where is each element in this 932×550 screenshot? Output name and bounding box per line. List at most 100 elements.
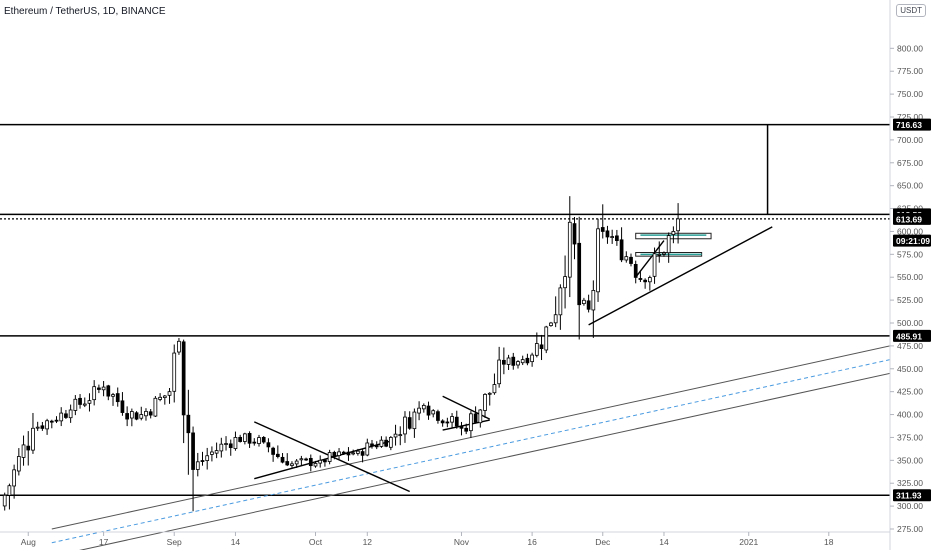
- candle-body: [473, 413, 478, 423]
- candle: [261, 436, 266, 444]
- candle-body: [68, 409, 73, 419]
- candle: [186, 389, 191, 475]
- candle: [224, 436, 228, 451]
- candle: [544, 325, 549, 354]
- candle: [7, 483, 12, 510]
- candle: [412, 408, 417, 438]
- candle: [657, 241, 662, 263]
- candle: [440, 419, 445, 427]
- candle: [144, 408, 148, 421]
- candle-body: [676, 218, 680, 232]
- price-tick-label: 725.00: [897, 112, 923, 122]
- candle: [596, 218, 600, 302]
- candle-body: [567, 221, 572, 278]
- candle: [629, 253, 633, 267]
- candle-body: [158, 396, 162, 400]
- candle: [45, 418, 49, 435]
- candle-body: [111, 394, 115, 397]
- candle: [346, 447, 351, 461]
- countdown-label: 09:21:09: [896, 236, 930, 246]
- candle: [158, 393, 162, 402]
- price-tick-label: 675.00: [897, 158, 923, 168]
- time-tick-label: 16: [527, 537, 537, 547]
- candle-body: [247, 433, 252, 444]
- candle-body: [647, 277, 652, 283]
- candle: [139, 406, 144, 421]
- candle-body: [506, 357, 511, 365]
- price-tick-label: 600.00: [897, 226, 923, 236]
- candle: [374, 441, 379, 450]
- candle: [167, 387, 172, 404]
- price-tick-label: 375.00: [897, 432, 923, 442]
- level-price-label-bg: [893, 329, 931, 342]
- candle: [591, 280, 596, 338]
- candle-body: [233, 437, 238, 449]
- candle: [676, 203, 680, 244]
- candle-body: [407, 417, 412, 429]
- candle: [64, 409, 68, 419]
- candle-body: [553, 314, 558, 324]
- candle: [228, 439, 233, 456]
- candle: [214, 442, 219, 459]
- candle-body: [346, 451, 351, 456]
- candle: [407, 411, 412, 430]
- candle-body: [577, 242, 582, 306]
- level-price-label: 311.93: [896, 491, 922, 501]
- time-tick-label: 2021: [739, 537, 758, 547]
- candle-body: [280, 456, 285, 463]
- candle: [97, 384, 101, 394]
- candle-body: [261, 437, 266, 443]
- candle: [275, 445, 280, 459]
- candle-body: [572, 223, 577, 245]
- candle: [266, 438, 271, 453]
- candle-body: [290, 463, 294, 466]
- candle-body: [459, 425, 464, 429]
- currency-badge[interactable]: USDT: [896, 4, 926, 17]
- candle: [379, 436, 384, 448]
- candle-body: [516, 361, 520, 366]
- candle-body: [40, 425, 45, 429]
- candle: [454, 410, 459, 429]
- candle: [177, 338, 181, 355]
- candle: [106, 384, 111, 401]
- candle: [280, 453, 285, 464]
- candle-body: [224, 443, 228, 445]
- price-tick-label: 500.00: [897, 318, 923, 328]
- candle: [384, 436, 388, 448]
- candle-body: [360, 451, 365, 456]
- candle: [516, 360, 520, 369]
- time-tick-label: Dec: [595, 537, 611, 547]
- candle-body: [92, 386, 97, 401]
- candle-body: [492, 384, 497, 394]
- price-tick-label: 325.00: [897, 478, 923, 488]
- candle-body: [388, 437, 393, 448]
- candle: [572, 216, 577, 260]
- price-tick-label: 550.00: [897, 272, 923, 282]
- candle: [2, 492, 7, 511]
- candle: [191, 426, 195, 512]
- candle-body: [238, 436, 243, 442]
- candle: [662, 251, 666, 257]
- trend-line: [442, 395, 491, 420]
- chart-title: Ethereum / TetherUS, 1D, BINANCE: [4, 6, 166, 17]
- candle: [54, 416, 59, 424]
- candle: [205, 447, 210, 470]
- candle-body: [210, 451, 214, 455]
- candle-body: [167, 391, 172, 396]
- price-axis: 275.00 300.00 325.00 350.00 375.00 400.00 425.…: [889, 0, 923, 550]
- candle-body: [610, 236, 615, 238]
- candle-body: [615, 235, 619, 241]
- candle-body: [82, 403, 87, 406]
- candle: [337, 448, 341, 460]
- candle: [549, 321, 553, 327]
- price-tick-label: 575.00: [897, 249, 923, 259]
- candle-body: [379, 439, 384, 447]
- candle: [525, 353, 530, 366]
- level-price-label: 485.91: [896, 331, 922, 341]
- candle: [647, 275, 652, 291]
- candle: [370, 439, 374, 449]
- candle-body: [294, 460, 299, 465]
- candle: [530, 352, 534, 367]
- candle-body: [657, 253, 662, 256]
